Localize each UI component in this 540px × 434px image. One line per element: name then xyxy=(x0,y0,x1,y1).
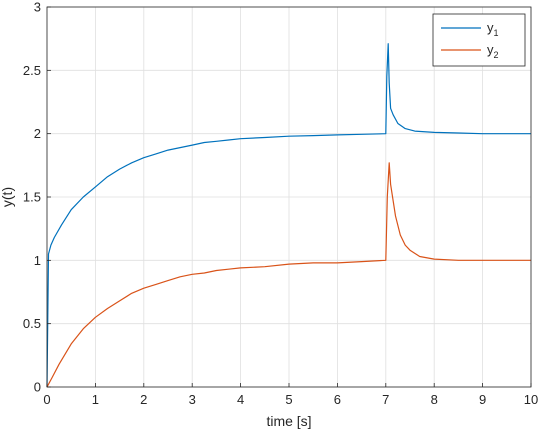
x-tick-label: 8 xyxy=(431,392,438,407)
x-tick-label: 7 xyxy=(382,392,389,407)
y-tick-label: 2 xyxy=(34,126,41,141)
x-tick-label: 3 xyxy=(189,392,196,407)
x-tick-label: 1 xyxy=(92,392,99,407)
x-tick-label: 0 xyxy=(43,392,50,407)
y-tick-label: 1.5 xyxy=(23,190,41,205)
x-tick-label: 10 xyxy=(524,392,538,407)
x-tick-label: 5 xyxy=(285,392,292,407)
y-axis-label: y(t) xyxy=(0,187,15,207)
y-tick-label: 0.5 xyxy=(23,316,41,331)
y-tick-label: 3 xyxy=(34,0,41,15)
series-line-y1 xyxy=(46,43,531,388)
y-tick-label: 2.5 xyxy=(23,63,41,78)
series-lines xyxy=(46,43,531,388)
x-tick-label: 4 xyxy=(237,392,244,407)
x-axis-label: time [s] xyxy=(266,413,311,429)
axis-ticks: 0 1 2 3 4 5 6 7 8 9 10 0 0.5 1 1.5 2 2.5 3 xyxy=(23,0,538,407)
y-tick-label: 1 xyxy=(34,253,41,268)
x-tick-label: 6 xyxy=(334,392,341,407)
y-tick-label: 0 xyxy=(34,380,41,395)
legend-label-y1: y1 xyxy=(487,20,499,38)
x-tick-label: 9 xyxy=(479,392,486,407)
legend-box xyxy=(432,13,526,67)
legend-label-y2: y2 xyxy=(487,42,499,60)
series-line-y2 xyxy=(46,162,531,388)
x-tick-label: 2 xyxy=(140,392,147,407)
